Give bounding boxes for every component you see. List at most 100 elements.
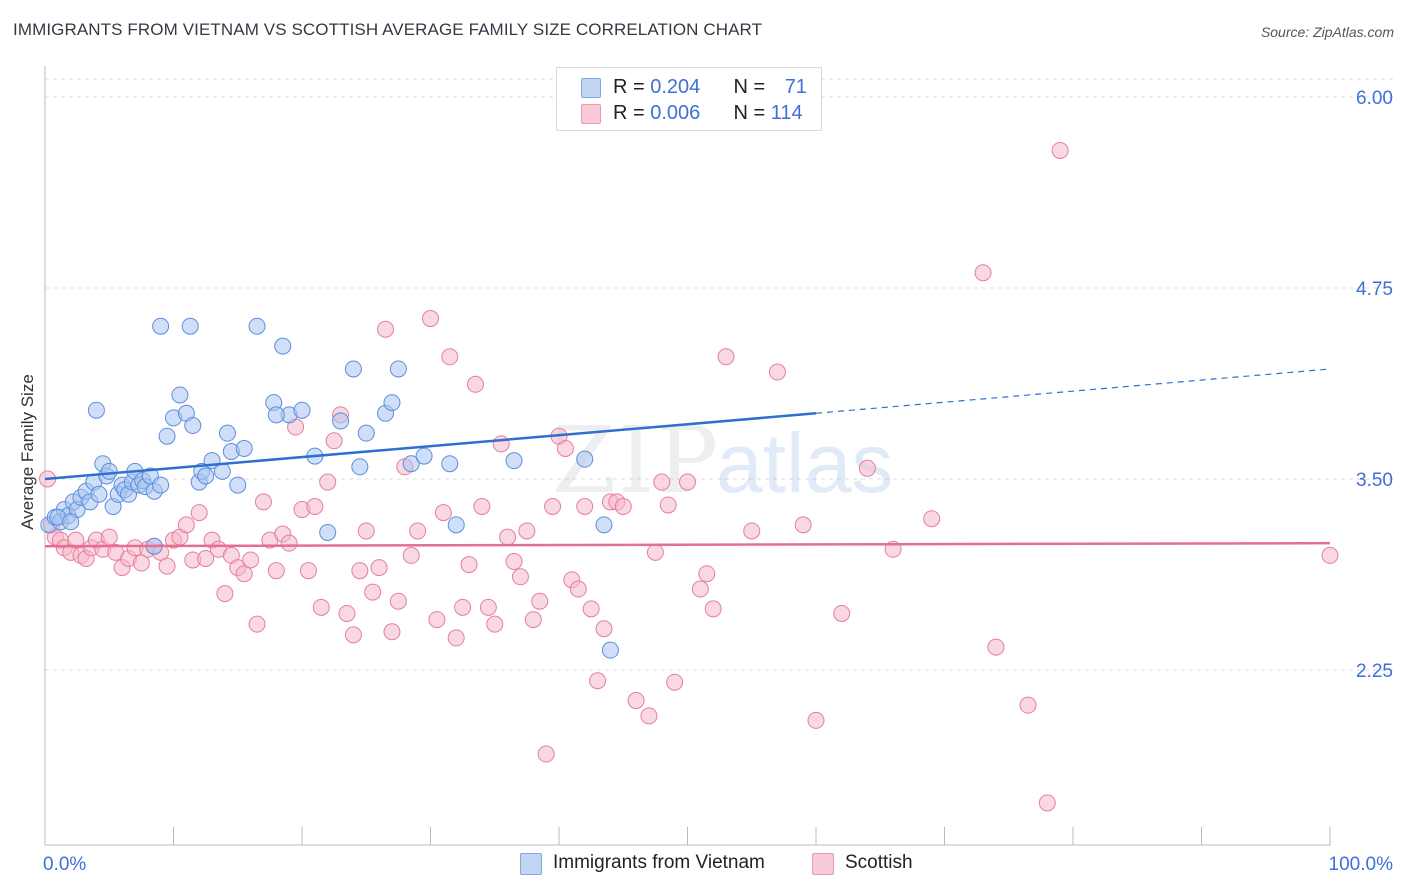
vietnam-point — [332, 412, 350, 430]
scottish-point — [627, 692, 645, 710]
scottish-point — [434, 504, 452, 522]
scottish-point — [158, 557, 176, 575]
scottish-point — [794, 516, 812, 534]
scottish-point — [67, 531, 85, 549]
legend-swatch-pink — [581, 104, 601, 124]
scottish-point — [216, 585, 234, 603]
scottish-point — [698, 565, 716, 583]
scottish-point — [923, 510, 941, 528]
y-tick-labels: 2.25 3.50 4.75 6.00 — [1356, 88, 1393, 682]
vietnam-point — [158, 427, 176, 445]
x-tick-labels: 0.0% 100.0% — [43, 854, 1393, 875]
scottish-point — [422, 310, 439, 328]
scottish-point — [505, 553, 523, 571]
scottish-point — [377, 320, 395, 338]
scottish-point — [306, 498, 324, 516]
bottom-legend-label-scottish: Scottish — [845, 852, 913, 873]
vietnam-point — [383, 394, 401, 412]
scottish-point — [280, 534, 298, 552]
vietnam-point — [389, 360, 407, 378]
scottish-point — [460, 556, 478, 574]
scottish-point — [267, 562, 285, 580]
legend-n-value: 114 — [770, 102, 803, 124]
scottish-point — [858, 459, 876, 477]
scottish-point — [518, 522, 536, 540]
scottish-point — [466, 375, 484, 393]
scottish-point — [319, 473, 337, 491]
scottish-point — [1051, 141, 1069, 159]
vietnam-point — [87, 401, 105, 419]
scottish-point — [447, 629, 465, 647]
legend-n-value: 71 — [784, 76, 807, 98]
scottish-point — [492, 435, 510, 453]
scottish-point — [100, 528, 118, 546]
scottish-point — [248, 615, 266, 633]
vietnam-point — [171, 386, 189, 404]
legend-r-value: 0.204 — [650, 76, 701, 98]
vietnam-point — [62, 513, 80, 531]
vietnam-point — [351, 458, 369, 476]
legend-r-label: R = — [613, 102, 651, 124]
scottish-point — [569, 580, 587, 598]
vietnam-point — [319, 523, 337, 541]
vietnam-trend-extension — [815, 368, 1331, 414]
scottish-point — [582, 600, 600, 618]
scottish-point — [614, 498, 632, 516]
vietnam-point — [100, 462, 118, 480]
scottish-point — [344, 626, 362, 644]
vietnam-trend-line — [44, 412, 817, 481]
scottish-point — [351, 562, 369, 580]
vietnam-point — [218, 424, 236, 442]
vietnam-point — [447, 516, 465, 534]
legend: R = 0.204 N = 71 R = 0.006 N = 114 — [556, 67, 822, 131]
scottish-point — [589, 672, 607, 690]
vietnam-points — [40, 317, 619, 659]
scottish-point — [389, 592, 407, 610]
bottom-legend-swatch-blue — [520, 853, 542, 875]
scottish-point — [595, 620, 613, 638]
x-tick-label: 0.0% — [43, 854, 86, 875]
vietnam-point — [181, 317, 199, 335]
scottish-point — [704, 600, 722, 618]
source-label: Source: ZipAtlas.com — [1260, 24, 1394, 40]
vietnam-point — [248, 317, 266, 335]
vietnam-point — [152, 476, 170, 494]
scottish-point — [717, 348, 735, 366]
scottish-point — [402, 546, 420, 564]
legend-n-label: N = — [733, 102, 771, 124]
scottish-point — [242, 551, 260, 569]
scottish-point — [833, 604, 851, 622]
scottish-point — [299, 562, 317, 580]
axes — [44, 66, 1331, 846]
vietnam-point — [601, 641, 619, 659]
vietnam-point — [357, 424, 375, 442]
scottish-point — [441, 348, 459, 366]
x-tick-label: 100.0% — [1329, 854, 1394, 875]
scottish-point — [312, 598, 330, 616]
scottish-point — [640, 707, 658, 725]
scottish-point — [357, 522, 375, 540]
scottish-point — [807, 711, 825, 729]
legend-r-value: 0.006 — [650, 102, 701, 124]
vietnam-point — [213, 462, 231, 480]
scottish-point — [556, 439, 574, 457]
vietnam-point — [90, 485, 108, 503]
vietnam-point — [152, 317, 170, 335]
scottish-point — [370, 559, 388, 577]
scottish-point — [524, 611, 542, 629]
scottish-point — [544, 498, 562, 516]
scottish-point — [659, 496, 677, 514]
vietnam-point — [402, 455, 420, 473]
scottish-point — [537, 745, 555, 763]
bottom-legend-swatch-pink — [812, 853, 834, 875]
vietnam-point — [235, 439, 253, 457]
scottish-point — [576, 498, 594, 516]
vietnam-point — [197, 467, 215, 485]
vietnam-point — [441, 455, 459, 473]
scottish-point — [177, 516, 195, 534]
scottish-point — [1019, 696, 1037, 714]
scottish-point — [254, 493, 272, 511]
scottish-point — [132, 554, 150, 572]
trend-lines — [44, 368, 1331, 548]
